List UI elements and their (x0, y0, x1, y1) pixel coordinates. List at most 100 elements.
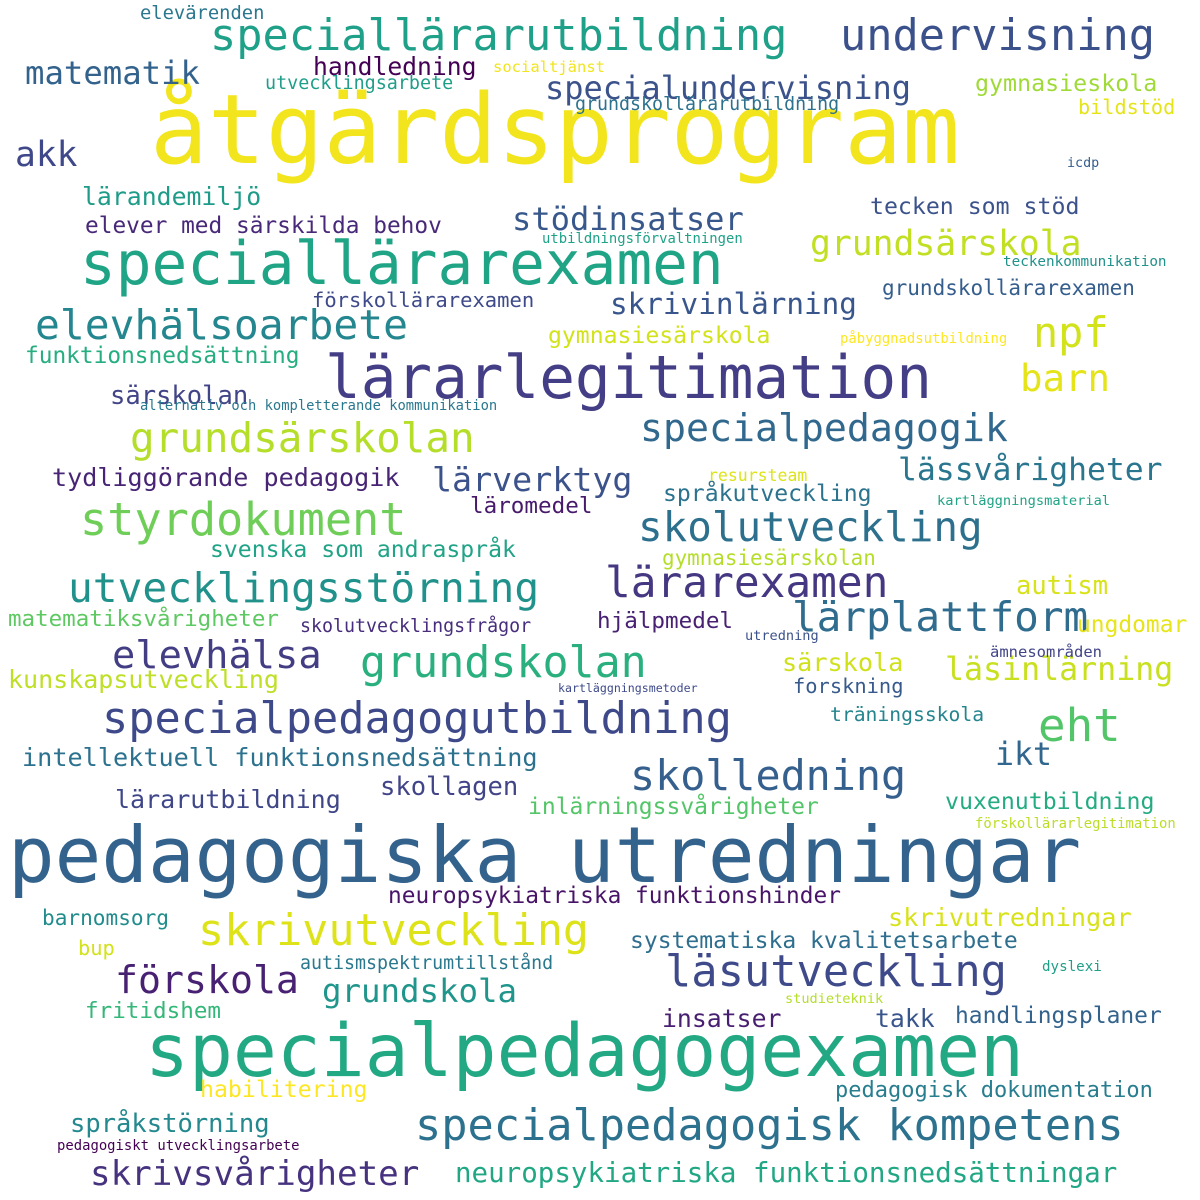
word-sarskolan: särskolan (110, 381, 249, 411)
word-utvecklingsstorning: utvecklingsstörning (68, 564, 540, 612)
word-sprakstorning: språkstörning (70, 1109, 270, 1139)
word-grundsarskolan: grundsärskolan (130, 414, 475, 462)
word-grundsarskola: grundsärskola (810, 224, 1082, 264)
word-barnomsorg: barnomsorg (42, 905, 169, 930)
word-specialararexamen: speciallärarexamen (80, 230, 724, 299)
word-specialpedagogik: specialpedagogik (640, 407, 1008, 451)
word-lararlegitimation: lärarlegitimation (325, 343, 932, 412)
word-barn: barn (1020, 356, 1111, 400)
word-lasinlarning: läsinlärning (945, 652, 1174, 688)
word-autism: autism (1016, 571, 1109, 601)
word-tecken-som-stod: tecken som stöd (870, 193, 1080, 220)
word-grundskollararexamen: grundskollärarexamen (882, 276, 1135, 300)
word-grundskola: grundskola (322, 972, 518, 1010)
word-forskollararlegitimation: förskollärarlegitimation (975, 816, 1176, 832)
word-socialtjanst: socialtjänst (493, 58, 605, 76)
word-grundskolan: grundskolan (360, 638, 647, 688)
word-specialpedagogutbildning: specialpedagogutbildning (102, 694, 732, 744)
word-specialpedagogisk-kompetens: specialpedagogisk kompetens (415, 1101, 1124, 1151)
word-sarskola: särskola (782, 648, 904, 677)
word-skolledning: skolledning (630, 751, 907, 800)
word-tydliggorande-pedagogik: tydliggörande pedagogik (52, 463, 400, 492)
word-skolutvecklingsfragor: skolutvecklingsfrågor (300, 616, 532, 637)
word-ungdomar: ungdomar (1077, 612, 1188, 638)
word-elevarenden: elevärenden (140, 3, 265, 24)
word-insatser: insatser (662, 1004, 782, 1033)
word-neuropsykiatriska-funktionshinder: neuropsykiatriska funktionshinder (388, 883, 841, 909)
word-forskning: forskning (793, 674, 904, 698)
word-atgardsprogram: åtgärdsprogram (150, 74, 960, 186)
word-matematik: matematik (25, 54, 200, 92)
word-handlingsplaner: handlingsplaner (955, 1003, 1162, 1029)
word-sprakutveckling: språkutveckling (663, 481, 872, 507)
word-elevhalsoarbete: elevhälsoarbete (35, 301, 408, 349)
word-takk: takk (875, 1004, 935, 1033)
word-lararutbildning: lärarutbildning (115, 785, 341, 814)
word-resursteam: resursteam (708, 466, 808, 485)
word-icdp: icdp (1067, 156, 1100, 171)
word-akk: akk (15, 135, 78, 175)
word-vuxenutbildning: vuxenutbildning (945, 788, 1155, 815)
word-traningsskola: träningsskola (830, 703, 985, 726)
word-bildstod: bildstöd (1078, 95, 1176, 119)
word-hjalpmedel: hjälpmedel (597, 608, 734, 634)
word-lararexamen: lärarexamen (605, 558, 889, 608)
word-pedagogisk-dokumentation: pedagogisk dokumentation (835, 1078, 1153, 1103)
word-skollagen: skollagen (380, 772, 519, 802)
word-lassvarigheter: lässvårigheter (898, 452, 1163, 488)
word-larverktyg: lärverktyg (432, 460, 633, 499)
word-autismspektrumtillstand: autismspektrumtillstånd (300, 953, 554, 974)
word-elever-med-sarskilda-behov: elever med särskilda behov (85, 213, 442, 239)
word-forskola: förskola (115, 959, 299, 1003)
word-intellektuell-funktionsnedsattning: intellektuell funktionsnedsättning (22, 743, 538, 772)
word-teckenkommunikation: teckenkommunikation (1003, 254, 1167, 270)
word-undervisning: undervisning (840, 11, 1155, 61)
word-gymnasieskola: gymnasieskola (975, 70, 1158, 97)
word-styrdokument: styrdokument (80, 493, 407, 546)
word-npf: npf (1033, 308, 1109, 357)
word-fritidshem: fritidshem (85, 998, 222, 1024)
word-elevhalsa: elevhälsa (112, 633, 322, 678)
word-svenska-som-andrasprak: svenska som andraspråk (210, 537, 516, 563)
word-stodinsatser: stödinsatser (512, 200, 744, 238)
word-skrivinlarning: skrivinlärning (610, 287, 857, 321)
word-dyslexi: dyslexi (1042, 959, 1102, 975)
word-matematiksvarigheter: matematiksvårigheter (8, 606, 279, 632)
word-larandemiljo: lärandemiljö (82, 182, 262, 211)
word-gymnasiesarskola: gymnasiesärskola (548, 323, 771, 349)
word-kunskapsutveckling: kunskapsutveckling (8, 665, 279, 694)
word-forskollararexamen: förskollärarexamen (312, 288, 535, 312)
word-pabyggnadsutbildning: påbyggnadsutbildning (840, 331, 1008, 347)
word-inlarningssvarigheter: inlärningssvårigheter (528, 794, 819, 820)
word-lasutveckling: läsutveckling (665, 946, 1007, 997)
word-specialundervisning: specialundervisning (545, 69, 912, 107)
word-bup: bup (78, 936, 115, 960)
word-eht: eht (1038, 698, 1121, 752)
word-utbildningsforvaltningen: utbildningsförvaltningen (542, 231, 743, 247)
word-amnesomraden: ämnesområden (990, 643, 1102, 661)
word-utredning: utredning (745, 628, 819, 644)
word-skrivutveckling: skrivutveckling (198, 906, 590, 956)
word-studieteknik: studieteknik (785, 991, 884, 1007)
word-skolutveckling: skolutveckling (638, 503, 983, 551)
word-habilitering: habilitering (200, 1076, 368, 1103)
word-grundskollararutbildning: grundskollärarutbildning (575, 94, 840, 115)
word-alternativ-och-kompletterande-kommunikation: alternativ och kompletterande kommunikat… (140, 398, 498, 414)
word-larplattform: lärplattform (792, 593, 1089, 641)
word-speciallararutbildning: speciallärarutbildning (210, 11, 788, 61)
word-systematiska-kvalitetsarbete: systematiska kvalitetsarbete (630, 928, 1018, 954)
word-skrivutredningar: skrivutredningar (888, 903, 1132, 932)
word-kartlaggningsmaterial: kartläggningsmaterial (937, 493, 1111, 509)
word-neuropsykiatriska-funktionsnedsattningar: neuropsykiatriska funktionsnedsättningar (455, 1157, 1118, 1189)
word-kartlaggningsmetoder: kartläggningsmetoder (558, 681, 698, 695)
word-specialpedagogexamen: specialpedagogexamen (145, 1009, 1024, 1094)
word-pedagogiskt-utvecklingsarbete: pedagogiskt utvecklingsarbete (57, 1138, 300, 1154)
word-funktionsnedsattning: funktionsnedsättning (25, 343, 300, 369)
word-gymnasiesarskolan: gymnasiesärskolan (662, 546, 876, 570)
word-skrivsvarigheter: skrivsvårigheter (90, 1154, 420, 1194)
word-pedagogiska-utredningar: pedagogiska utredningar (8, 811, 1082, 901)
word-utvecklingsarbete: utvecklingsarbete (265, 73, 454, 94)
word-ikt: ikt (995, 737, 1053, 773)
word-handledning: handledning (313, 52, 477, 81)
